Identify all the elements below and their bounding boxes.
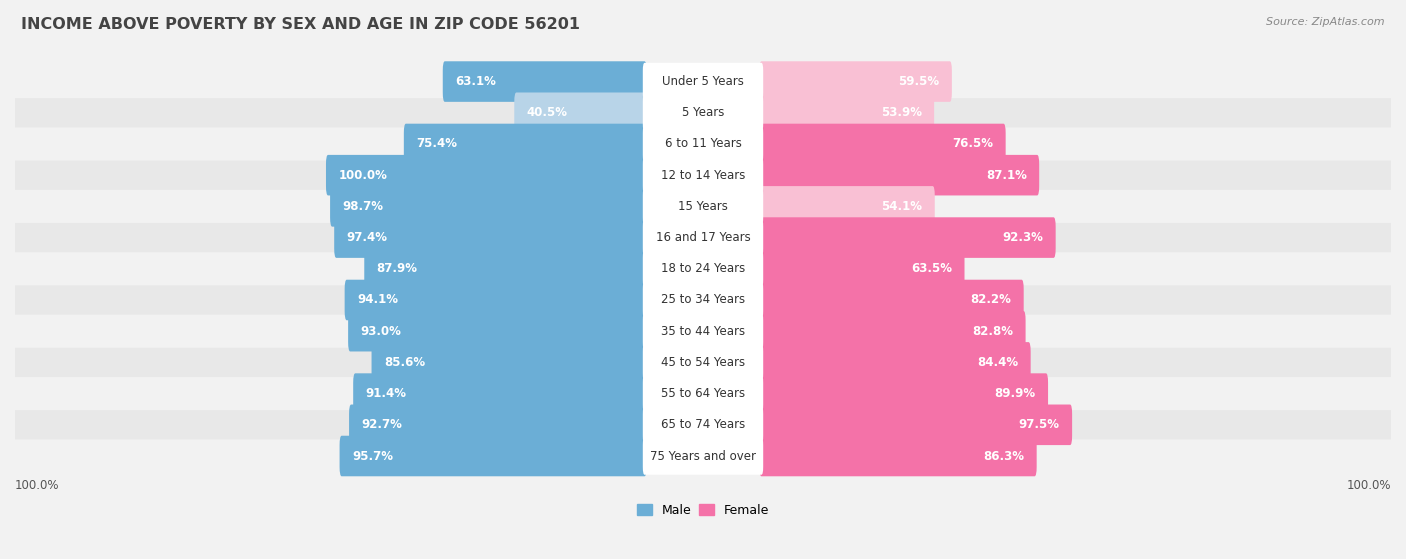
- FancyBboxPatch shape: [15, 223, 1391, 252]
- FancyBboxPatch shape: [364, 249, 647, 289]
- Text: 91.4%: 91.4%: [366, 387, 406, 400]
- Text: 18 to 24 Years: 18 to 24 Years: [661, 262, 745, 275]
- FancyBboxPatch shape: [643, 312, 763, 350]
- Text: 94.1%: 94.1%: [357, 293, 398, 306]
- FancyBboxPatch shape: [15, 410, 1391, 439]
- Text: 12 to 14 Years: 12 to 14 Years: [661, 169, 745, 182]
- FancyBboxPatch shape: [759, 280, 1024, 320]
- Text: 54.1%: 54.1%: [882, 200, 922, 213]
- FancyBboxPatch shape: [330, 186, 647, 226]
- FancyBboxPatch shape: [759, 405, 1073, 445]
- Text: 5 Years: 5 Years: [682, 106, 724, 119]
- FancyBboxPatch shape: [643, 188, 763, 225]
- FancyBboxPatch shape: [15, 316, 1391, 346]
- FancyBboxPatch shape: [759, 124, 1005, 164]
- FancyBboxPatch shape: [15, 67, 1391, 96]
- FancyBboxPatch shape: [759, 61, 952, 102]
- Text: 55 to 64 Years: 55 to 64 Years: [661, 387, 745, 400]
- FancyBboxPatch shape: [349, 405, 647, 445]
- Text: 95.7%: 95.7%: [352, 449, 392, 462]
- FancyBboxPatch shape: [15, 98, 1391, 127]
- Text: 65 to 74 Years: 65 to 74 Years: [661, 418, 745, 432]
- Text: 98.7%: 98.7%: [343, 200, 384, 213]
- FancyBboxPatch shape: [643, 281, 763, 319]
- Text: 45 to 54 Years: 45 to 54 Years: [661, 356, 745, 369]
- Text: 35 to 44 Years: 35 to 44 Years: [661, 325, 745, 338]
- Text: 100.0%: 100.0%: [1347, 479, 1391, 492]
- FancyBboxPatch shape: [759, 155, 1039, 196]
- Text: Under 5 Years: Under 5 Years: [662, 75, 744, 88]
- FancyBboxPatch shape: [371, 342, 647, 383]
- FancyBboxPatch shape: [15, 285, 1391, 315]
- Text: 87.9%: 87.9%: [377, 262, 418, 275]
- FancyBboxPatch shape: [643, 157, 763, 194]
- FancyBboxPatch shape: [643, 125, 763, 163]
- Text: 97.5%: 97.5%: [1019, 418, 1060, 432]
- Text: 53.9%: 53.9%: [880, 106, 922, 119]
- Text: Source: ZipAtlas.com: Source: ZipAtlas.com: [1267, 17, 1385, 27]
- Text: 6 to 11 Years: 6 to 11 Years: [665, 138, 741, 150]
- Text: 15 Years: 15 Years: [678, 200, 728, 213]
- Text: INCOME ABOVE POVERTY BY SEX AND AGE IN ZIP CODE 56201: INCOME ABOVE POVERTY BY SEX AND AGE IN Z…: [21, 17, 581, 32]
- FancyBboxPatch shape: [515, 92, 647, 133]
- Text: 84.4%: 84.4%: [977, 356, 1018, 369]
- FancyBboxPatch shape: [643, 63, 763, 100]
- Text: 76.5%: 76.5%: [952, 138, 993, 150]
- FancyBboxPatch shape: [335, 217, 647, 258]
- Text: 89.9%: 89.9%: [994, 387, 1036, 400]
- Text: 100.0%: 100.0%: [15, 479, 59, 492]
- FancyBboxPatch shape: [643, 375, 763, 413]
- Text: 85.6%: 85.6%: [384, 356, 425, 369]
- FancyBboxPatch shape: [759, 435, 1036, 476]
- FancyBboxPatch shape: [340, 435, 647, 476]
- FancyBboxPatch shape: [15, 379, 1391, 408]
- Text: 97.4%: 97.4%: [347, 231, 388, 244]
- FancyBboxPatch shape: [643, 406, 763, 443]
- FancyBboxPatch shape: [643, 94, 763, 131]
- FancyBboxPatch shape: [759, 217, 1056, 258]
- Text: 63.5%: 63.5%: [911, 262, 952, 275]
- FancyBboxPatch shape: [15, 348, 1391, 377]
- FancyBboxPatch shape: [404, 124, 647, 164]
- FancyBboxPatch shape: [326, 155, 647, 196]
- Text: 82.8%: 82.8%: [972, 325, 1014, 338]
- FancyBboxPatch shape: [344, 280, 647, 320]
- FancyBboxPatch shape: [759, 311, 1025, 352]
- Text: 100.0%: 100.0%: [339, 169, 387, 182]
- FancyBboxPatch shape: [643, 344, 763, 381]
- Text: 75.4%: 75.4%: [416, 138, 457, 150]
- FancyBboxPatch shape: [759, 249, 965, 289]
- FancyBboxPatch shape: [15, 442, 1391, 471]
- Legend: Male, Female: Male, Female: [631, 499, 775, 522]
- Text: 75 Years and over: 75 Years and over: [650, 449, 756, 462]
- FancyBboxPatch shape: [643, 250, 763, 287]
- FancyBboxPatch shape: [443, 61, 647, 102]
- FancyBboxPatch shape: [349, 311, 647, 352]
- Text: 87.1%: 87.1%: [986, 169, 1026, 182]
- Text: 93.0%: 93.0%: [360, 325, 401, 338]
- Text: 59.5%: 59.5%: [898, 75, 939, 88]
- Text: 86.3%: 86.3%: [983, 449, 1025, 462]
- Text: 40.5%: 40.5%: [527, 106, 568, 119]
- FancyBboxPatch shape: [759, 373, 1047, 414]
- FancyBboxPatch shape: [15, 192, 1391, 221]
- FancyBboxPatch shape: [353, 373, 647, 414]
- FancyBboxPatch shape: [643, 219, 763, 257]
- FancyBboxPatch shape: [759, 342, 1031, 383]
- FancyBboxPatch shape: [15, 129, 1391, 159]
- Text: 16 and 17 Years: 16 and 17 Years: [655, 231, 751, 244]
- Text: 63.1%: 63.1%: [456, 75, 496, 88]
- FancyBboxPatch shape: [759, 92, 934, 133]
- FancyBboxPatch shape: [15, 254, 1391, 283]
- FancyBboxPatch shape: [643, 437, 763, 475]
- Text: 82.2%: 82.2%: [970, 293, 1011, 306]
- FancyBboxPatch shape: [759, 186, 935, 226]
- FancyBboxPatch shape: [15, 160, 1391, 190]
- Text: 92.7%: 92.7%: [361, 418, 402, 432]
- Text: 25 to 34 Years: 25 to 34 Years: [661, 293, 745, 306]
- Text: 92.3%: 92.3%: [1002, 231, 1043, 244]
